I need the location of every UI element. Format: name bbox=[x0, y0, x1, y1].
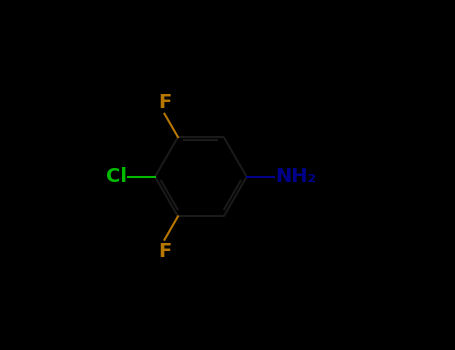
Text: NH₂: NH₂ bbox=[275, 167, 316, 186]
Text: F: F bbox=[158, 93, 171, 112]
Text: F: F bbox=[158, 242, 171, 261]
Text: Cl: Cl bbox=[106, 167, 127, 186]
